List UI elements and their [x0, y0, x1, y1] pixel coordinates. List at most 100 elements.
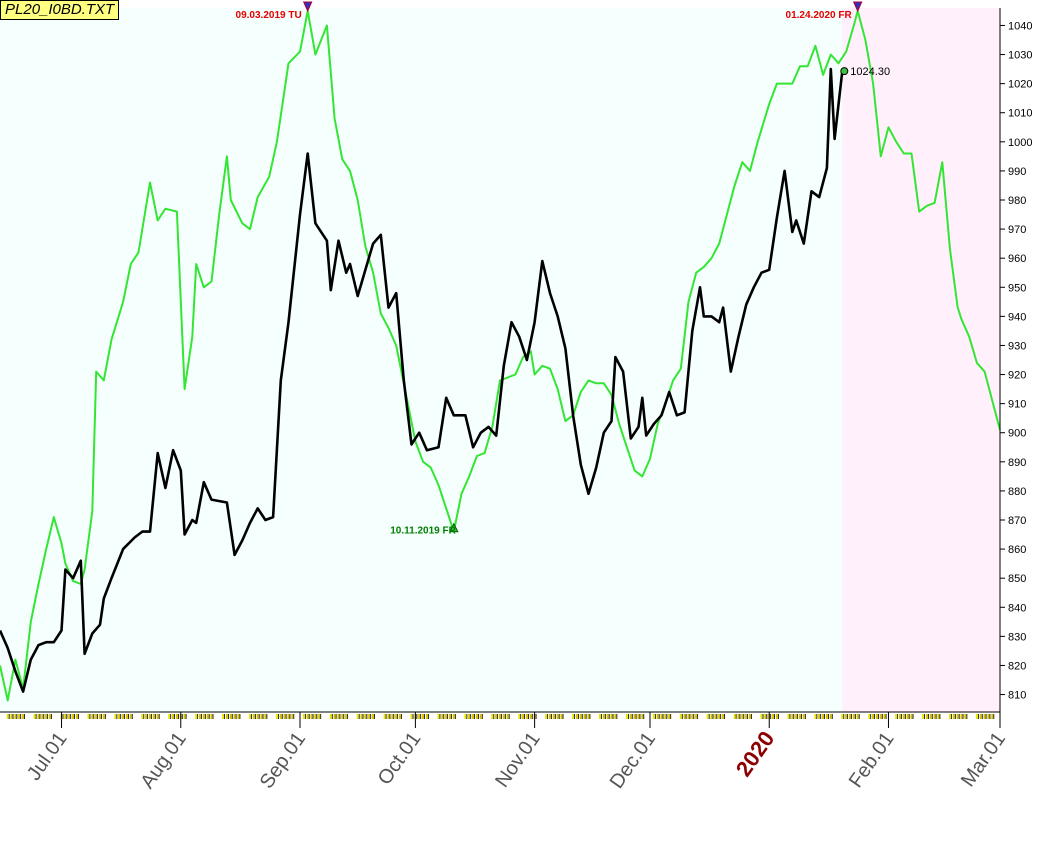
x-day-tick	[264, 714, 267, 719]
y-tick-label: 860	[1008, 544, 1026, 556]
x-day-tick	[168, 714, 171, 719]
y-tick-label: 950	[1008, 282, 1026, 294]
x-day-tick	[422, 714, 425, 719]
x-day-tick	[714, 714, 717, 719]
x-day-tick	[852, 714, 855, 719]
x-day-tick	[660, 714, 663, 719]
x-day-tick	[825, 714, 828, 719]
x-day-tick	[237, 714, 240, 719]
x-day-tick	[933, 714, 936, 719]
x-day-tick	[718, 714, 721, 719]
last-value-dot	[840, 67, 849, 76]
x-day-tick	[983, 714, 986, 719]
x-day-tick	[799, 714, 801, 719]
y-tick-label: 910	[1008, 399, 1026, 411]
x-day-tick	[195, 714, 198, 719]
x-day-tick	[579, 714, 582, 719]
x-day-tick	[679, 714, 682, 719]
x-day-tick	[102, 714, 105, 719]
x-day-tick	[387, 714, 390, 719]
y-tick-label: 960	[1008, 253, 1026, 265]
x-day-tick	[306, 714, 309, 719]
x-day-tick	[910, 714, 913, 719]
x-day-tick	[491, 714, 494, 719]
x-day-tick	[529, 714, 532, 719]
series-layer	[0, 9, 1001, 702]
x-day-tick	[314, 714, 317, 719]
x-tick-label: Sep.01	[256, 728, 310, 793]
x-day-tick	[760, 714, 763, 719]
x-day-tick	[287, 714, 290, 719]
x-day-tick	[68, 714, 71, 719]
x-day-tick	[360, 714, 363, 719]
annotation-bottom: 10.11.2019 FR	[390, 522, 459, 537]
annotation-layer: 09.03.2019 TU 01.24.2020 FR 10.11.2019 FR 1…	[236, 1, 890, 537]
x-day-tick	[572, 714, 575, 719]
x-day-tick	[906, 714, 909, 719]
x-day-tick	[583, 714, 586, 719]
x-tick-label: Dec.01	[606, 728, 660, 793]
x-day-tick	[283, 714, 286, 719]
x-tick-label: Nov.01	[491, 728, 545, 791]
x-day-tick	[99, 714, 101, 719]
x-day-tick	[114, 714, 117, 719]
x-day-tick	[395, 714, 398, 719]
y-tick-label: 1000	[1008, 137, 1032, 149]
x-day-tick	[145, 714, 148, 719]
x-day-tick	[695, 714, 698, 719]
x-day-tick	[775, 714, 778, 719]
annotation-top: 09.03.2019 TU	[236, 1, 313, 21]
y-tick-label: 820	[1008, 660, 1026, 672]
x-day-tick	[87, 714, 90, 719]
x-day-tick	[41, 714, 44, 719]
x-day-tick	[664, 714, 667, 719]
x-day-tick	[310, 714, 313, 719]
top-marker-label: 09.03.2019 TU	[236, 10, 302, 21]
x-day-tick	[883, 714, 886, 719]
x-day-tick	[199, 714, 201, 719]
x-day-tick	[249, 714, 251, 719]
x-day-tick	[452, 714, 455, 719]
x-day-tick	[410, 714, 413, 719]
x-tick-label: Jul.01	[23, 728, 72, 784]
x-day-tick	[849, 714, 851, 719]
x-tick-label: Aug.01	[136, 728, 190, 793]
x-day-tick	[737, 714, 740, 719]
x-day-tick	[64, 714, 67, 719]
x-day-tick	[175, 714, 178, 719]
x-day-tick	[960, 714, 963, 719]
x-day-tick	[252, 714, 255, 719]
x-day-tick	[733, 714, 736, 719]
x-day-tick	[987, 714, 990, 719]
x-day-tick	[875, 714, 878, 719]
x-day-tick	[525, 714, 528, 719]
x-day-tick	[125, 714, 128, 719]
x-day-tick	[922, 714, 925, 719]
x-day-tick	[91, 714, 94, 719]
x-day-tick	[518, 714, 521, 719]
x-day-tick	[445, 714, 448, 719]
x-day-tick	[791, 714, 794, 719]
x-day-tick	[33, 714, 36, 719]
x-day-tick	[329, 714, 332, 719]
x-day-tick	[868, 714, 871, 719]
x-day-tick	[802, 714, 805, 719]
x-day-tick	[683, 714, 686, 719]
x-day-tick	[668, 714, 671, 719]
x-day-tick	[652, 714, 655, 719]
x-day-tick	[345, 714, 348, 719]
x-day-tick	[745, 714, 748, 719]
x-day-tick	[949, 714, 951, 719]
x-day-tick	[556, 714, 559, 719]
x-day-tick	[991, 714, 994, 719]
x-day-tick	[356, 714, 359, 719]
x-day-tick	[710, 714, 713, 719]
x-day-tick	[225, 714, 228, 719]
x-day-tick	[260, 714, 263, 719]
x-day-tick	[75, 714, 78, 719]
x-day-tick	[506, 714, 509, 719]
x-day-tick	[522, 714, 525, 719]
x-day-tick	[6, 714, 9, 719]
file-name-label: PL20_I0BD.TXT	[0, 0, 120, 20]
y-tick-label: 940	[1008, 311, 1026, 323]
